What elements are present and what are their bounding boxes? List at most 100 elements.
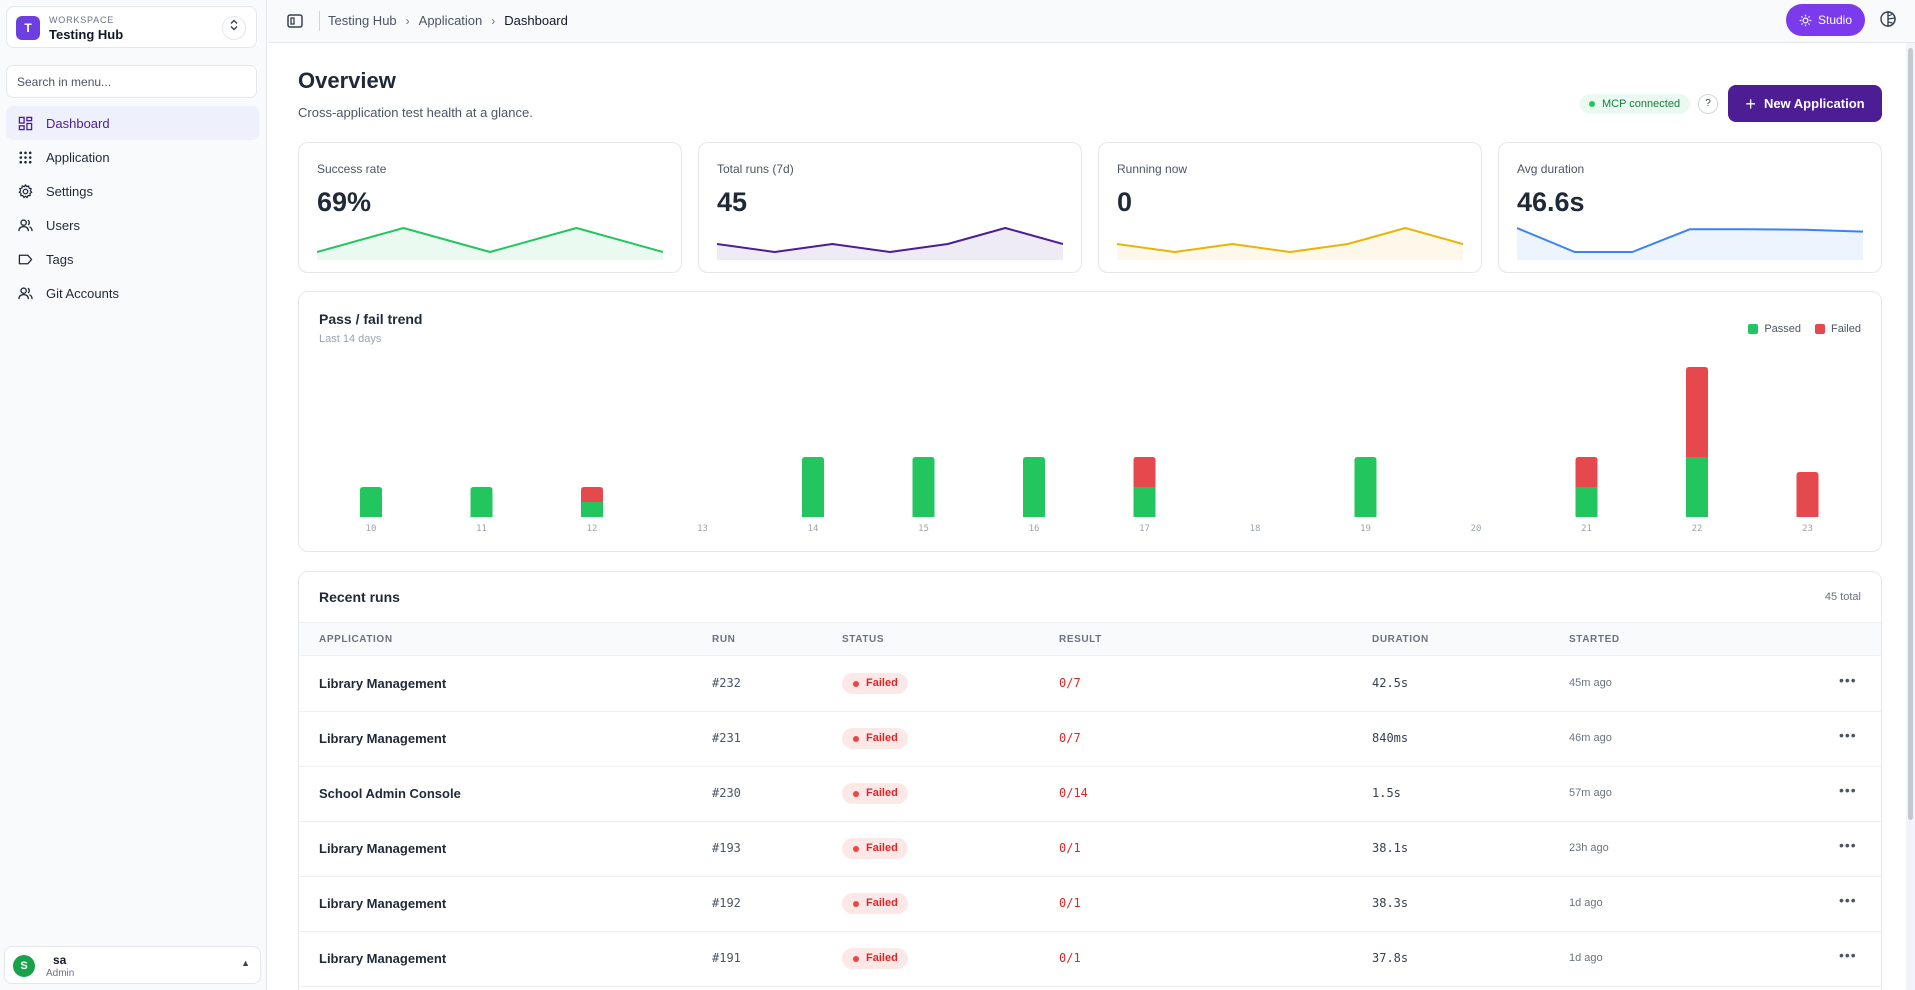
bar-passed[interactable] [1686, 457, 1708, 517]
stat-card-success-rate: Success rate 69% [298, 142, 682, 273]
table-row[interactable]: Library Management #191 Failed 0/1 37.8s 1d a… [299, 932, 1881, 987]
new-application-label: New Application [1763, 96, 1865, 111]
chevron-right-icon: › [491, 13, 496, 28]
cell-application[interactable]: Library Management [319, 676, 447, 691]
cell-duration: 1.5s [1372, 786, 1401, 800]
sun-icon [1799, 14, 1812, 26]
column-header-status[interactable]: STATUS [842, 634, 885, 645]
cell-application[interactable]: School Admin Console [319, 786, 461, 801]
sidebar-toggle-icon[interactable] [285, 11, 305, 31]
stat-label: Avg duration [1517, 162, 1585, 176]
sparkline-area [317, 228, 663, 260]
column-header-duration[interactable]: DURATION [1372, 634, 1429, 645]
bar-passed[interactable] [1023, 457, 1045, 517]
bar-passed[interactable] [1575, 487, 1598, 517]
stat-value: 0 [1117, 187, 1133, 217]
stat-label: Running now [1117, 162, 1188, 176]
breadcrumb-item-testing-hub[interactable]: Testing Hub [328, 13, 397, 28]
menu-search-input[interactable] [6, 65, 257, 98]
chart-subtitle: Last 14 days [319, 333, 382, 345]
x-tick-label: 21 [1581, 524, 1592, 534]
legend-label: Passed [1764, 323, 1802, 335]
cell-run: #231 [712, 731, 741, 745]
workspace-label: WORKSPACE [49, 15, 115, 25]
breadcrumb-item-dashboard: Dashboard [504, 13, 568, 28]
bar-passed[interactable] [1354, 457, 1377, 517]
bar-failed[interactable] [1686, 367, 1708, 457]
sparkline-area [1517, 228, 1863, 260]
table-row[interactable]: Library Management #193 Failed 0/1 38.1s 23h … [299, 822, 1881, 877]
bar-passed[interactable] [470, 487, 493, 517]
table-row[interactable]: School Admin Console #230 Failed 0/14 1.5s 57… [299, 767, 1881, 822]
sidebar-item-settings[interactable]: Settings [6, 174, 259, 208]
sparkline [717, 227, 1063, 260]
bar-passed[interactable] [802, 457, 824, 517]
sparkline [1117, 227, 1463, 260]
user-menu[interactable]: S sa Admin ▲ [4, 946, 261, 984]
status-badge: Failed [842, 783, 908, 804]
tag-icon [17, 251, 33, 267]
workspace-switcher[interactable]: T WORKSPACE Testing Hub [6, 6, 257, 48]
status-badge: Failed [842, 728, 908, 749]
studio-button[interactable]: Studio [1786, 4, 1865, 36]
cell-duration: 840ms [1372, 731, 1409, 745]
sidebar-item-application[interactable]: Application [6, 140, 259, 174]
column-header-run[interactable]: RUN [712, 634, 736, 645]
sidebar-item-users[interactable]: Users [6, 208, 259, 242]
table-row[interactable]: Library Management #192 Failed 0/1 38.3s 1d a… [299, 877, 1881, 932]
users-icon [17, 217, 33, 233]
chevron-up-down-icon[interactable] [222, 16, 246, 40]
workspace-logo: T [16, 16, 40, 40]
x-tick-label: 14 [808, 524, 819, 534]
breadcrumb-item-application[interactable]: Application [418, 13, 483, 28]
column-header-result[interactable]: RESULT [1059, 634, 1102, 645]
column-header-application[interactable]: APPLICATION [319, 634, 393, 645]
more-actions-icon[interactable]: ••• [1839, 837, 1857, 853]
grid-icon [17, 149, 33, 165]
bar-failed[interactable] [581, 487, 603, 502]
bar-chart: 10 11 12 13 14 15 16 17 18 19 20 21 22 23 [360, 367, 1819, 534]
table-row[interactable]: Library Management #232 Failed 0/7 42.5s 45m … [299, 657, 1881, 712]
bar-passed[interactable] [581, 502, 603, 517]
table-row[interactable]: Library Management #231 Failed 0/7 840ms 46m … [299, 712, 1881, 767]
cell-result: 0/14 [1059, 786, 1088, 800]
bar-failed[interactable] [1575, 457, 1598, 487]
sidebar-item-tags[interactable]: Tags [6, 242, 259, 276]
more-actions-icon[interactable]: ••• [1839, 672, 1857, 688]
bar-passed[interactable] [912, 457, 935, 517]
cell-result: 0/1 [1059, 841, 1081, 855]
cell-application[interactable]: Library Management [319, 731, 447, 746]
stat-value: 46.6s [1517, 187, 1585, 217]
cell-application[interactable]: Library Management [319, 896, 447, 911]
x-tick-label: 13 [697, 524, 708, 534]
sparkline-line [1517, 227, 1863, 253]
x-tick-label: 22 [1692, 524, 1703, 534]
bar-failed[interactable] [1133, 457, 1156, 487]
sidebar-item-git-accounts[interactable]: Git Accounts [6, 276, 259, 310]
legend-item-passed: Passed [1748, 323, 1801, 335]
cell-application[interactable]: Library Management [319, 951, 447, 966]
more-actions-icon[interactable]: ••• [1839, 782, 1857, 798]
cell-result: 0/1 [1059, 896, 1081, 910]
sidebar-item-label: Users [46, 217, 80, 233]
recent-runs-card: Recent runs 45 total APPLICATION RUN STA… [298, 571, 1882, 990]
page-title: Overview [298, 68, 396, 93]
x-tick-label: 15 [918, 524, 929, 534]
x-tick-label: 10 [366, 524, 377, 534]
help-icon[interactable]: ? [1698, 94, 1718, 114]
bar-passed[interactable] [360, 487, 382, 517]
bar-passed[interactable] [1133, 487, 1156, 517]
more-actions-icon[interactable]: ••• [1839, 947, 1857, 963]
cell-started: 57m ago [1569, 787, 1612, 799]
new-application-button[interactable]: + New Application [1728, 85, 1882, 122]
bar-failed[interactable] [1796, 472, 1819, 517]
more-actions-icon[interactable]: ••• [1839, 727, 1857, 743]
sidebar: T WORKSPACE Testing Hub Dashboard Applic… [0, 0, 267, 990]
cell-result: 0/7 [1059, 676, 1081, 690]
column-header-started[interactable]: STARTED [1569, 634, 1620, 645]
more-actions-icon[interactable]: ••• [1839, 892, 1857, 908]
sidebar-item-dashboard[interactable]: Dashboard [6, 106, 259, 140]
scrollbar-thumb[interactable] [1908, 48, 1913, 820]
cell-application[interactable]: Library Management [319, 841, 447, 856]
theme-toggle-icon[interactable] [1879, 10, 1897, 28]
